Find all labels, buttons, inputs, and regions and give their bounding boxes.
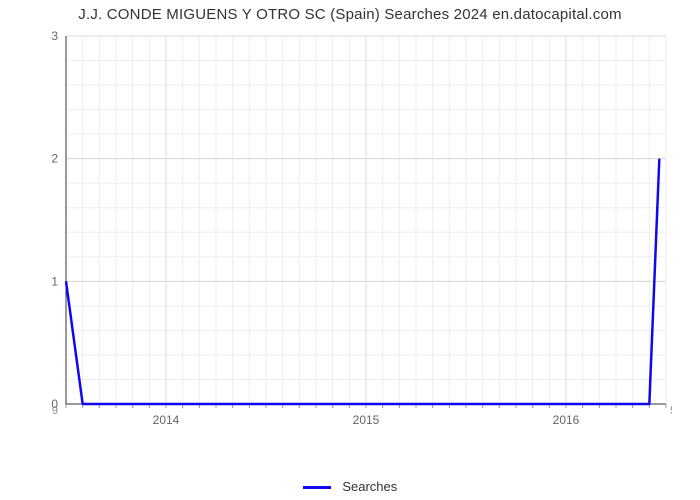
y-tick-labels: 0123 — [51, 30, 58, 411]
plot-area: 0123 201420152016 95 — [48, 30, 672, 430]
chart-title: J.J. CONDE MIGUENS Y OTRO SC (Spain) Sea… — [0, 0, 700, 23]
chart-container: { "chart": { "type": "line", "title": "J… — [0, 0, 700, 500]
legend: Searches — [0, 479, 700, 494]
chart-svg: 0123 201420152016 95 — [48, 30, 672, 430]
x-tick-labels: 2014 2015 2016 — [153, 413, 580, 427]
svg-text:9: 9 — [52, 405, 58, 417]
svg-text:5: 5 — [670, 405, 672, 417]
svg-text:1: 1 — [51, 274, 58, 288]
grid-major — [66, 36, 666, 404]
svg-text:2: 2 — [51, 152, 58, 166]
legend-swatch — [303, 486, 331, 489]
svg-text:2014: 2014 — [153, 413, 180, 427]
legend-label: Searches — [342, 479, 397, 494]
svg-text:2016: 2016 — [553, 413, 580, 427]
svg-text:3: 3 — [51, 30, 58, 43]
svg-text:2015: 2015 — [353, 413, 380, 427]
